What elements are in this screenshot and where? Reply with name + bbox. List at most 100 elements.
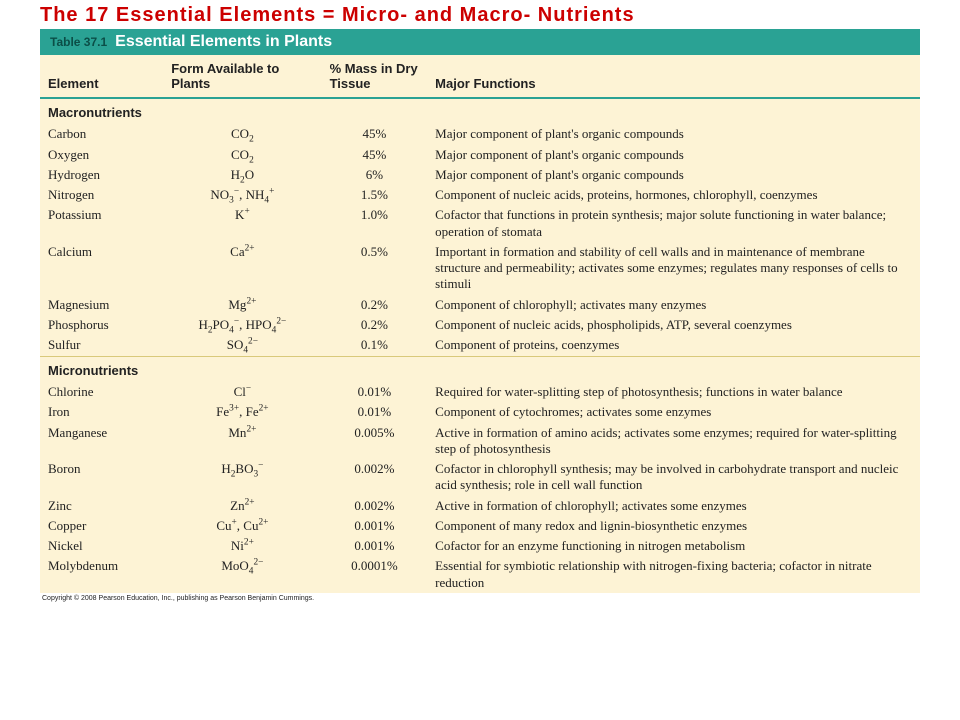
cell-element: Hydrogen: [40, 165, 163, 185]
cell-form: H2O: [163, 165, 321, 185]
cell-element: Calcium: [40, 242, 163, 295]
cell-element: Carbon: [40, 124, 163, 144]
cell-element: Phosphorus: [40, 315, 163, 335]
table-row: BoronH2BO3−0.002%Cofactor in chlorophyll…: [40, 459, 920, 496]
table-row: OxygenCO245%Major component of plant's o…: [40, 145, 920, 165]
cell-form: MoO42−: [163, 556, 321, 593]
table-row: NitrogenNO3−, NH4+1.5%Component of nucle…: [40, 185, 920, 205]
cell-function: Component of many redox and lignin-biosy…: [427, 516, 920, 536]
col-header-functions: Major Functions: [427, 55, 920, 98]
cell-function: Component of proteins, coenzymes: [427, 335, 920, 355]
table-row: PotassiumK+1.0%Cofactor that functions i…: [40, 205, 920, 242]
cell-function: Component of chlorophyll; activates many…: [427, 295, 920, 315]
cell-function: Active in formation of chlorophyll; acti…: [427, 496, 920, 516]
cell-form: Ca2+: [163, 242, 321, 295]
cell-element: Magnesium: [40, 295, 163, 315]
cell-form: Cu+, Cu2+: [163, 516, 321, 536]
cell-mass: 0.002%: [322, 496, 428, 516]
cell-form: SO42−: [163, 335, 321, 355]
cell-mass: 0.001%: [322, 516, 428, 536]
table-row: CopperCu+, Cu2+0.001%Component of many r…: [40, 516, 920, 536]
elements-table: Element Form Available to Plants % Mass …: [40, 55, 920, 593]
cell-form: Mn2+: [163, 423, 321, 460]
table-row: CalciumCa2+0.5%Important in formation an…: [40, 242, 920, 295]
cell-form: CO2: [163, 145, 321, 165]
cell-form: Fe3+, Fe2+: [163, 402, 321, 422]
cell-mass: 0.002%: [322, 459, 428, 496]
cell-element: Molybdenum: [40, 556, 163, 593]
cell-mass: 0.2%: [322, 315, 428, 335]
table-row: NickelNi2+0.001%Cofactor for an enzyme f…: [40, 536, 920, 556]
cell-function: Major component of plant's organic compo…: [427, 124, 920, 144]
table-container: Table 37.1Essential Elements in Plants E…: [40, 29, 920, 602]
section-name: Macronutrients: [40, 98, 920, 124]
cell-element: Copper: [40, 516, 163, 536]
cell-function: Major component of plant's organic compo…: [427, 145, 920, 165]
cell-element: Iron: [40, 402, 163, 422]
cell-element: Chlorine: [40, 382, 163, 402]
cell-function: Cofactor that functions in protein synth…: [427, 205, 920, 242]
table-row: ZincZn2+0.002%Active in formation of chl…: [40, 496, 920, 516]
cell-mass: 6%: [322, 165, 428, 185]
cell-form: Ni2+: [163, 536, 321, 556]
col-header-mass: % Mass in Dry Tissue: [322, 55, 428, 98]
cell-mass: 45%: [322, 124, 428, 144]
col-header-element: Element: [40, 55, 163, 98]
column-header-row: Element Form Available to Plants % Mass …: [40, 55, 920, 98]
cell-form: Zn2+: [163, 496, 321, 516]
table-row: IronFe3+, Fe2+0.01%Component of cytochro…: [40, 402, 920, 422]
cell-mass: 0.0001%: [322, 556, 428, 593]
cell-function: Component of cytochromes; activates some…: [427, 402, 920, 422]
col-header-form: Form Available to Plants: [163, 55, 321, 98]
cell-function: Cofactor in chlorophyll synthesis; may b…: [427, 459, 920, 496]
cell-form: CO2: [163, 124, 321, 144]
cell-element: Boron: [40, 459, 163, 496]
slide-title: The 17 Essential Elements = Micro- and M…: [0, 0, 960, 29]
cell-mass: 0.2%: [322, 295, 428, 315]
cell-element: Oxygen: [40, 145, 163, 165]
cell-element: Sulfur: [40, 335, 163, 355]
cell-function: Active in formation of amino acids; acti…: [427, 423, 920, 460]
cell-form: H2BO3−: [163, 459, 321, 496]
table-row: SulfurSO42−0.1%Component of proteins, co…: [40, 335, 920, 355]
cell-form: NO3−, NH4+: [163, 185, 321, 205]
table-row: CarbonCO245%Major component of plant's o…: [40, 124, 920, 144]
table-body: MacronutrientsCarbonCO245%Major componen…: [40, 98, 920, 593]
cell-mass: 0.001%: [322, 536, 428, 556]
cell-mass: 0.5%: [322, 242, 428, 295]
table-title: Essential Elements in Plants: [115, 33, 332, 50]
cell-mass: 45%: [322, 145, 428, 165]
cell-element: Zinc: [40, 496, 163, 516]
table-header-bar: Table 37.1Essential Elements in Plants: [40, 29, 920, 55]
table-row: HydrogenH2O6%Major component of plant's …: [40, 165, 920, 185]
cell-element: Nickel: [40, 536, 163, 556]
cell-mass: 0.01%: [322, 402, 428, 422]
cell-form: Mg2+: [163, 295, 321, 315]
table-row: ManganeseMn2+0.005%Active in formation o…: [40, 423, 920, 460]
table-row: ChlorineCl−0.01%Required for water-split…: [40, 382, 920, 402]
cell-function: Essential for symbiotic relationship wit…: [427, 556, 920, 593]
cell-mass: 0.1%: [322, 335, 428, 355]
cell-function: Component of nucleic acids, proteins, ho…: [427, 185, 920, 205]
cell-mass: 0.005%: [322, 423, 428, 460]
copyright-text: Copyright © 2008 Pearson Education, Inc.…: [40, 593, 920, 602]
cell-element: Potassium: [40, 205, 163, 242]
cell-mass: 0.01%: [322, 382, 428, 402]
cell-mass: 1.5%: [322, 185, 428, 205]
cell-function: Cofactor for an enzyme functioning in ni…: [427, 536, 920, 556]
cell-element: Nitrogen: [40, 185, 163, 205]
cell-function: Component of nucleic acids, phospholipid…: [427, 315, 920, 335]
table-row: MolybdenumMoO42−0.0001%Essential for sym…: [40, 556, 920, 593]
cell-function: Important in formation and stability of …: [427, 242, 920, 295]
cell-function: Major component of plant's organic compo…: [427, 165, 920, 185]
section-header: Macronutrients: [40, 98, 920, 124]
cell-form: Cl−: [163, 382, 321, 402]
cell-form: H2PO4−, HPO42−: [163, 315, 321, 335]
table-row: MagnesiumMg2+0.2%Component of chlorophyl…: [40, 295, 920, 315]
cell-mass: 1.0%: [322, 205, 428, 242]
cell-form: K+: [163, 205, 321, 242]
section-header: Micronutrients: [40, 356, 920, 382]
cell-element: Manganese: [40, 423, 163, 460]
table-row: PhosphorusH2PO4−, HPO42−0.2%Component of…: [40, 315, 920, 335]
cell-function: Required for water-splitting step of pho…: [427, 382, 920, 402]
